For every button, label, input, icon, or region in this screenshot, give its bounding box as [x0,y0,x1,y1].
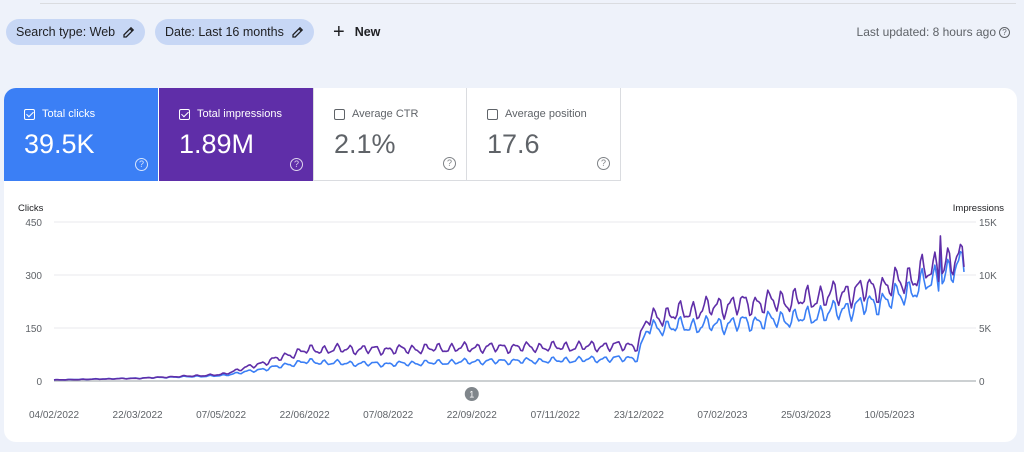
checkbox-icon[interactable] [487,108,498,120]
metric-value: 39.5K [24,129,95,159]
new-filter-label: New [354,25,381,39]
date-filter-label: Date: Last 16 months [165,25,284,39]
right-tick-label: 15K [979,218,997,229]
right-axis-label: Impressions [953,203,1004,214]
right-tick-label: 0 [979,377,985,388]
right-tick-label: 10K [979,271,997,282]
edit-icon [123,26,135,38]
annotation-marker [464,387,479,401]
performance-chart: 450 15K 300 10K 150 5K 0 0 Clicks Impressions 04/0… [18,203,1004,421]
metric-value: 1.89M [179,129,255,159]
x-tick-label: 04/02/2022 [29,410,79,421]
annotation-label: 1 [469,390,474,400]
x-tick-label: 10/05/2023 [864,410,914,421]
metric-label: Total clicks [42,108,96,120]
metric-card-average-position[interactable]: Average position 17.6 ? [467,88,621,181]
x-tick-label: 22/03/2022 [113,410,163,421]
right-tick-label: 5K [979,324,992,335]
help-icon[interactable]: ? [135,158,148,171]
metric-label: Total impressions [197,108,282,120]
metric-card-total-clicks[interactable]: Total clicks 39.5K ? [4,88,158,181]
impressions-series-line [53,235,965,381]
left-tick-label: 150 [25,324,42,335]
metric-value: 17.6 [487,129,540,159]
top-divider [40,0,1016,4]
help-icon[interactable]: ? [443,157,456,170]
left-tick-label: 0 [36,377,42,388]
x-tick-label: 07/11/2022 [531,410,581,421]
search-type-filter-chip[interactable]: Search type: Web [6,19,146,45]
metric-label: Average CTR [352,108,419,120]
checkbox-icon[interactable] [24,108,35,120]
x-tick-label: 07/02/2023 [697,410,747,421]
help-icon[interactable]: ? [290,158,303,171]
search-type-filter-label: Search type: Web [16,25,116,39]
x-tick-label: 07/08/2022 [363,410,413,421]
x-tick-label: 25/03/2023 [781,410,831,421]
x-tick-label: 22/09/2022 [447,410,497,421]
help-icon[interactable]: ? [597,157,610,170]
left-tick-label: 300 [25,271,42,282]
checkbox-icon[interactable] [334,108,345,120]
metric-card-average-ctr[interactable]: Average CTR 2.1% ? [313,88,467,181]
last-updated-text: Last updated: 8 hours ago [856,25,996,39]
last-updated: Last updated: 8 hours ago? [857,25,1010,39]
x-tick-label: 22/06/2022 [280,410,330,421]
x-tick-label: 23/12/2022 [614,410,664,421]
help-icon[interactable]: ? [999,27,1010,39]
metric-value: 2.1% [334,129,396,159]
performance-panel: Total clicks 39.5K ? Total impressions 1… [4,88,1017,442]
x-tick-label: 07/05/2022 [196,410,246,421]
left-tick-label: 450 [25,218,42,229]
metric-card-total-impressions[interactable]: Total impressions 1.89M ? [159,88,313,181]
date-filter-chip[interactable]: Date: Last 16 months [155,19,314,45]
metric-label: Average position [505,108,587,120]
edit-icon [292,26,303,38]
new-filter-button[interactable]: + New [333,19,380,45]
checkbox-icon[interactable] [179,108,190,120]
plus-icon: + [333,21,345,43]
clicks-series-line [53,248,965,381]
left-axis-label: Clicks [18,203,44,214]
